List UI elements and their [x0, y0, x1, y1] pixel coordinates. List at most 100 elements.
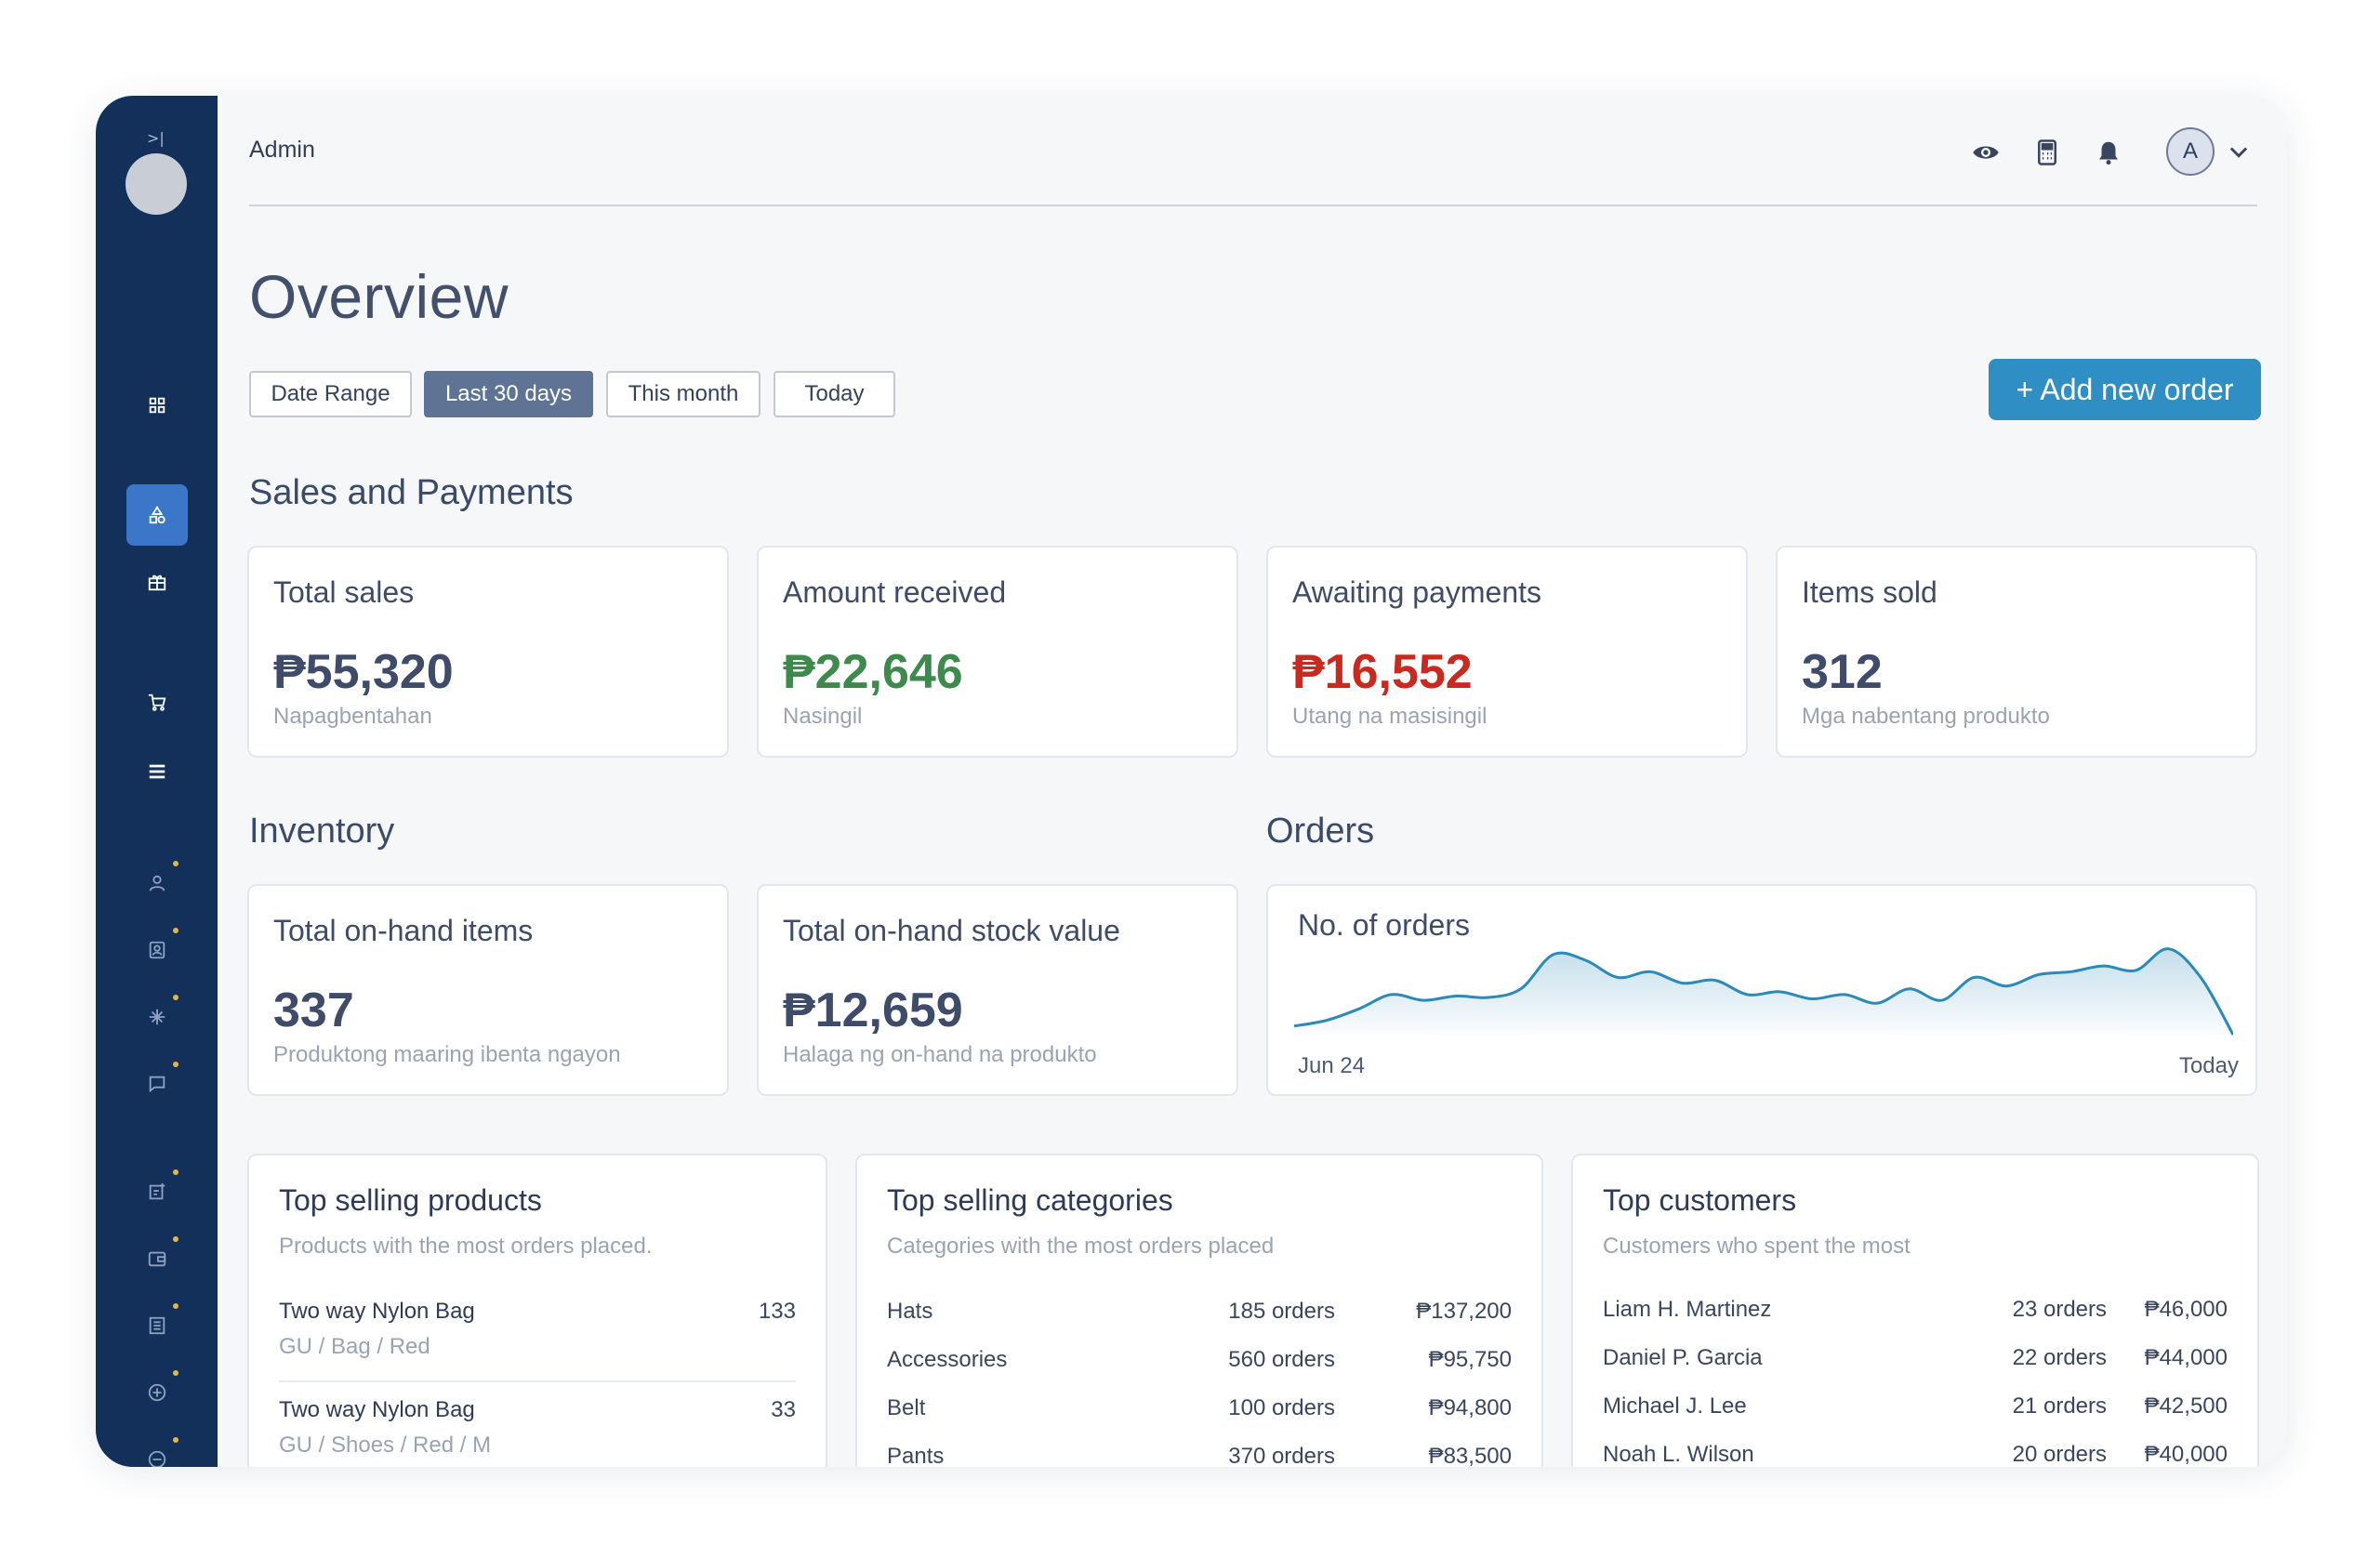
card-label: Total on-hand stock value [783, 914, 1120, 947]
add-document-icon[interactable] [126, 1161, 188, 1222]
orders-area-chart [1294, 947, 2233, 1036]
customer-name: Noah L. Wilson [1603, 1442, 1754, 1467]
top-categories-card: Top selling categories Categories with t… [855, 1154, 1543, 1467]
chart-area-fill [1294, 948, 2233, 1035]
card-label: Amount received [783, 575, 1007, 609]
product-count: 133 [758, 1299, 796, 1324]
customer-name: Daniel P. Garcia [1603, 1345, 1763, 1370]
card-subtitle: Nasingil [783, 704, 863, 729]
card-label: Total on-hand items [273, 914, 534, 947]
eye-icon[interactable] [1970, 137, 2002, 168]
product-variant: GU / Bag / Red [279, 1334, 430, 1359]
customer-amount: ₱44,000 [2144, 1345, 2228, 1370]
contact-card-icon[interactable] [126, 919, 188, 981]
bell-icon[interactable] [2093, 137, 2124, 168]
chart-series-line [1294, 947, 2233, 1036]
category-orders: 185 orders [1228, 1299, 1335, 1324]
add-new-order-button[interactable]: + Add new order [1989, 359, 2261, 420]
customer-name: Michael J. Lee [1603, 1393, 1747, 1419]
ledger-icon[interactable] [126, 1295, 188, 1356]
header-title: Admin [249, 137, 315, 163]
total-sales-card: Total sales ₱55,320 Napagbentahan [247, 546, 729, 758]
cart-icon[interactable] [126, 672, 188, 733]
top-products-subtitle: Products with the most orders placed. [279, 1234, 653, 1259]
list-icon[interactable] [126, 741, 188, 802]
customer-orders: 21 orders [2012, 1393, 2107, 1419]
plus-circle-icon[interactable] [126, 1362, 188, 1423]
inventory-section-title: Inventory [249, 812, 395, 851]
card-label: Total sales [273, 575, 415, 609]
card-value: ₱16,552 [1292, 645, 1473, 699]
chat-icon[interactable] [126, 1053, 188, 1115]
card-value: 337 [273, 984, 354, 1037]
sparkle-icon[interactable] [126, 986, 188, 1048]
category-name: Belt [887, 1395, 926, 1420]
sales-section-title: Sales and Payments [249, 473, 574, 512]
card-label: Awaiting payments [1292, 575, 1541, 609]
product-name: Two way Nylon Bag [279, 1397, 475, 1422]
card-value: 312 [1802, 645, 1883, 699]
card-label: Items sold [1802, 575, 1937, 609]
top-products-title: Top selling products [279, 1183, 542, 1217]
chart-x-end-label: Today [2178, 1053, 2239, 1078]
calculator-icon[interactable] [2031, 137, 2063, 168]
user-avatar[interactable]: A [2166, 127, 2215, 176]
orders-chart-card: No. of orders Jun 24 Today [1266, 884, 2257, 1096]
amount-received-card: Amount received ₱22,646 Nasingil [757, 546, 1238, 758]
category-name: Hats [887, 1299, 933, 1324]
category-amount: ₱83,500 [1428, 1444, 1512, 1467]
filter-last-30-days[interactable]: Last 30 days [424, 371, 593, 417]
customer-orders: 22 orders [2012, 1345, 2107, 1370]
chart-title: No. of orders [1298, 908, 1470, 942]
product-variant: GU / Shoes / Red / M [279, 1433, 492, 1458]
awaiting-payments-card: Awaiting payments ₱16,552 Utang na masis… [1266, 546, 1748, 758]
category-amount: ₱137,200 [1416, 1299, 1512, 1324]
category-orders: 560 orders [1228, 1347, 1335, 1372]
top-customers-subtitle: Customers who spent the most [1603, 1234, 1911, 1259]
category-name: Pants [887, 1444, 945, 1467]
card-value: ₱22,646 [783, 645, 963, 699]
customer-orders: 20 orders [2012, 1442, 2107, 1467]
product-count: 33 [771, 1397, 796, 1422]
card-subtitle: Napagbentahan [273, 704, 432, 729]
top-categories-subtitle: Categories with the most orders placed [887, 1234, 1275, 1259]
top-categories-title: Top selling categories [887, 1183, 1173, 1217]
category-orders: 100 orders [1228, 1395, 1335, 1420]
card-subtitle: Mga nabentang produkto [1802, 704, 2050, 729]
app-window: >| [96, 96, 2287, 1467]
category-amount: ₱95,750 [1428, 1347, 1512, 1372]
store-avatar[interactable] [126, 153, 187, 215]
stock-value-card: Total on-hand stock value ₱12,659 Halaga… [757, 884, 1238, 1096]
user-icon[interactable] [126, 852, 188, 914]
card-value: ₱55,320 [273, 645, 454, 699]
page-title: Overview [249, 262, 509, 331]
top-customers-title: Top customers [1603, 1183, 1797, 1217]
on-hand-items-card: Total on-hand items 337 Produktong maari… [247, 884, 729, 1096]
customer-name: Liam H. Martinez [1603, 1297, 1772, 1322]
header-divider [249, 205, 2257, 206]
category-amount: ₱94,800 [1428, 1395, 1512, 1420]
sidebar: >| [96, 96, 218, 1467]
card-subtitle: Utang na masisingil [1292, 704, 1488, 729]
expand-sidebar-icon[interactable]: >| [147, 129, 165, 147]
customer-amount: ₱42,500 [2144, 1393, 2228, 1419]
wallet-icon[interactable] [126, 1228, 188, 1289]
top-customers-card: Top customers Customers who spent the mo… [1571, 1154, 2259, 1467]
card-subtitle: Produktong maaring ibenta ngayon [273, 1042, 621, 1067]
category-name: Accessories [887, 1347, 1008, 1372]
customer-amount: ₱40,000 [2144, 1442, 2228, 1467]
dashboard-icon[interactable] [126, 375, 188, 436]
top-products-card: Top selling products Products with the m… [247, 1154, 827, 1467]
shapes-icon[interactable] [126, 484, 188, 546]
category-orders: 370 orders [1228, 1444, 1335, 1467]
customer-amount: ₱46,000 [2144, 1297, 2228, 1322]
minus-circle-icon[interactable] [126, 1429, 188, 1467]
filter-this-month[interactable]: This month [606, 371, 760, 417]
chevron-down-icon[interactable] [2226, 139, 2252, 165]
gift-icon[interactable] [126, 551, 188, 613]
filter-today[interactable]: Today [774, 371, 895, 417]
items-sold-card: Items sold 312 Mga nabentang produkto [1776, 546, 2257, 758]
product-name: Two way Nylon Bag [279, 1299, 475, 1324]
orders-section-title: Orders [1266, 812, 1375, 851]
filter-date-range[interactable]: Date Range [249, 371, 412, 417]
